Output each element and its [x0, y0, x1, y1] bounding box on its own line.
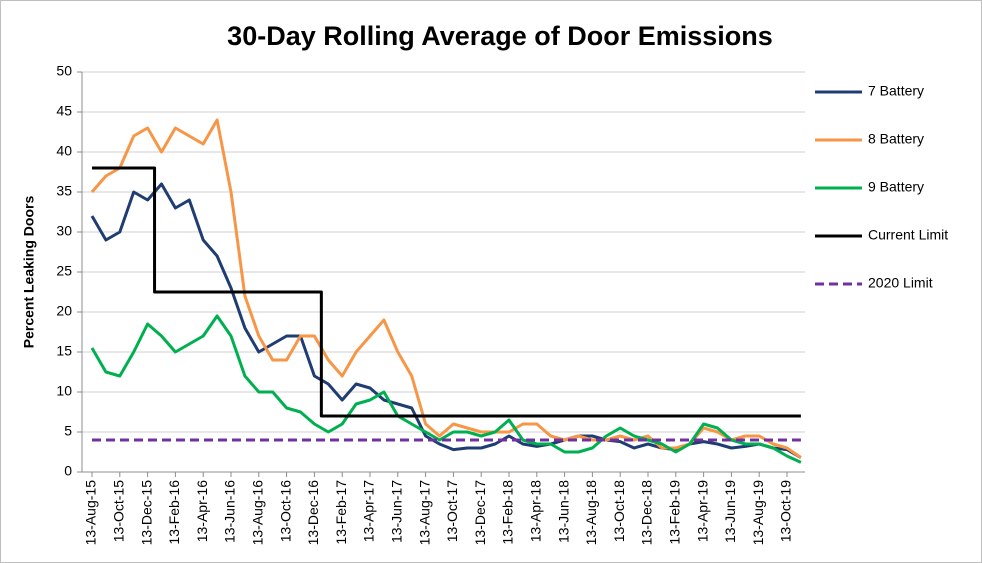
- legend-label: Current Limit: [868, 227, 948, 243]
- x-tick-label: 13-Apr-17: [361, 480, 377, 542]
- x-tick-label: 13-Feb-16: [166, 480, 182, 545]
- y-axis-label: Percent Leaking Doors: [21, 196, 37, 349]
- x-tick-label: 13-Jun-16: [222, 480, 238, 543]
- x-tick-label: 13-Aug-15: [83, 480, 99, 546]
- x-tick-label: 13-Oct-17: [444, 480, 460, 542]
- x-tick-label: 13-Jun-19: [722, 480, 738, 543]
- legend-label: 7 Battery: [868, 83, 924, 99]
- x-tick-label: 13-Aug-16: [250, 480, 266, 546]
- x-tick-label: 13-Dec-17: [472, 480, 488, 546]
- x-tick-label: 13-Feb-19: [667, 480, 683, 545]
- x-tick-label: 13-Aug-18: [583, 480, 599, 546]
- y-tick-label: 25: [56, 263, 72, 279]
- x-tick-label: 13-Oct-19: [778, 480, 794, 542]
- y-tick-label: 5: [64, 423, 72, 439]
- x-tick-label: 13-Dec-16: [305, 480, 321, 546]
- x-tick-label: 13-Feb-17: [333, 480, 349, 545]
- y-tick-label: 45: [56, 103, 72, 119]
- x-tick-label: 13-Feb-18: [500, 480, 516, 545]
- x-tick-label: 13-Aug-17: [416, 480, 432, 546]
- series-line: [90, 118, 802, 459]
- x-tick-label: 13-Dec-18: [639, 480, 655, 546]
- x-tick-label: 13-Jun-18: [555, 480, 571, 543]
- x-tick-label: 13-Apr-18: [528, 480, 544, 542]
- x-tick-label: 13-Dec-15: [138, 480, 154, 546]
- y-tick-label: 50: [56, 63, 72, 79]
- x-tick-label: 13-Oct-16: [277, 480, 293, 542]
- y-tick-label: 0: [64, 463, 72, 479]
- y-tick-label: 20: [56, 303, 72, 319]
- chart-title: 30-Day Rolling Average of Door Emissions: [227, 21, 773, 51]
- legend-label: 9 Battery: [868, 179, 924, 195]
- x-tick-label: 13-Apr-16: [194, 480, 210, 542]
- legend-label: 2020 Limit: [868, 275, 933, 291]
- y-tick-label: 10: [56, 383, 72, 399]
- x-tick-label: 13-Oct-18: [611, 480, 627, 542]
- x-tick-label: 13-Jun-17: [389, 480, 405, 543]
- x-tick-label: 13-Apr-19: [694, 480, 710, 542]
- series-line: [92, 166, 801, 418]
- legend-label: 8 Battery: [868, 131, 924, 147]
- y-tick-label: 15: [56, 343, 72, 359]
- x-tick-label: 13-Aug-19: [750, 480, 766, 546]
- y-tick-label: 40: [56, 143, 72, 159]
- series-line: [90, 314, 802, 464]
- x-tick-label: 13-Oct-15: [111, 480, 127, 542]
- y-tick-label: 35: [56, 183, 72, 199]
- y-tick-label: 30: [56, 223, 72, 239]
